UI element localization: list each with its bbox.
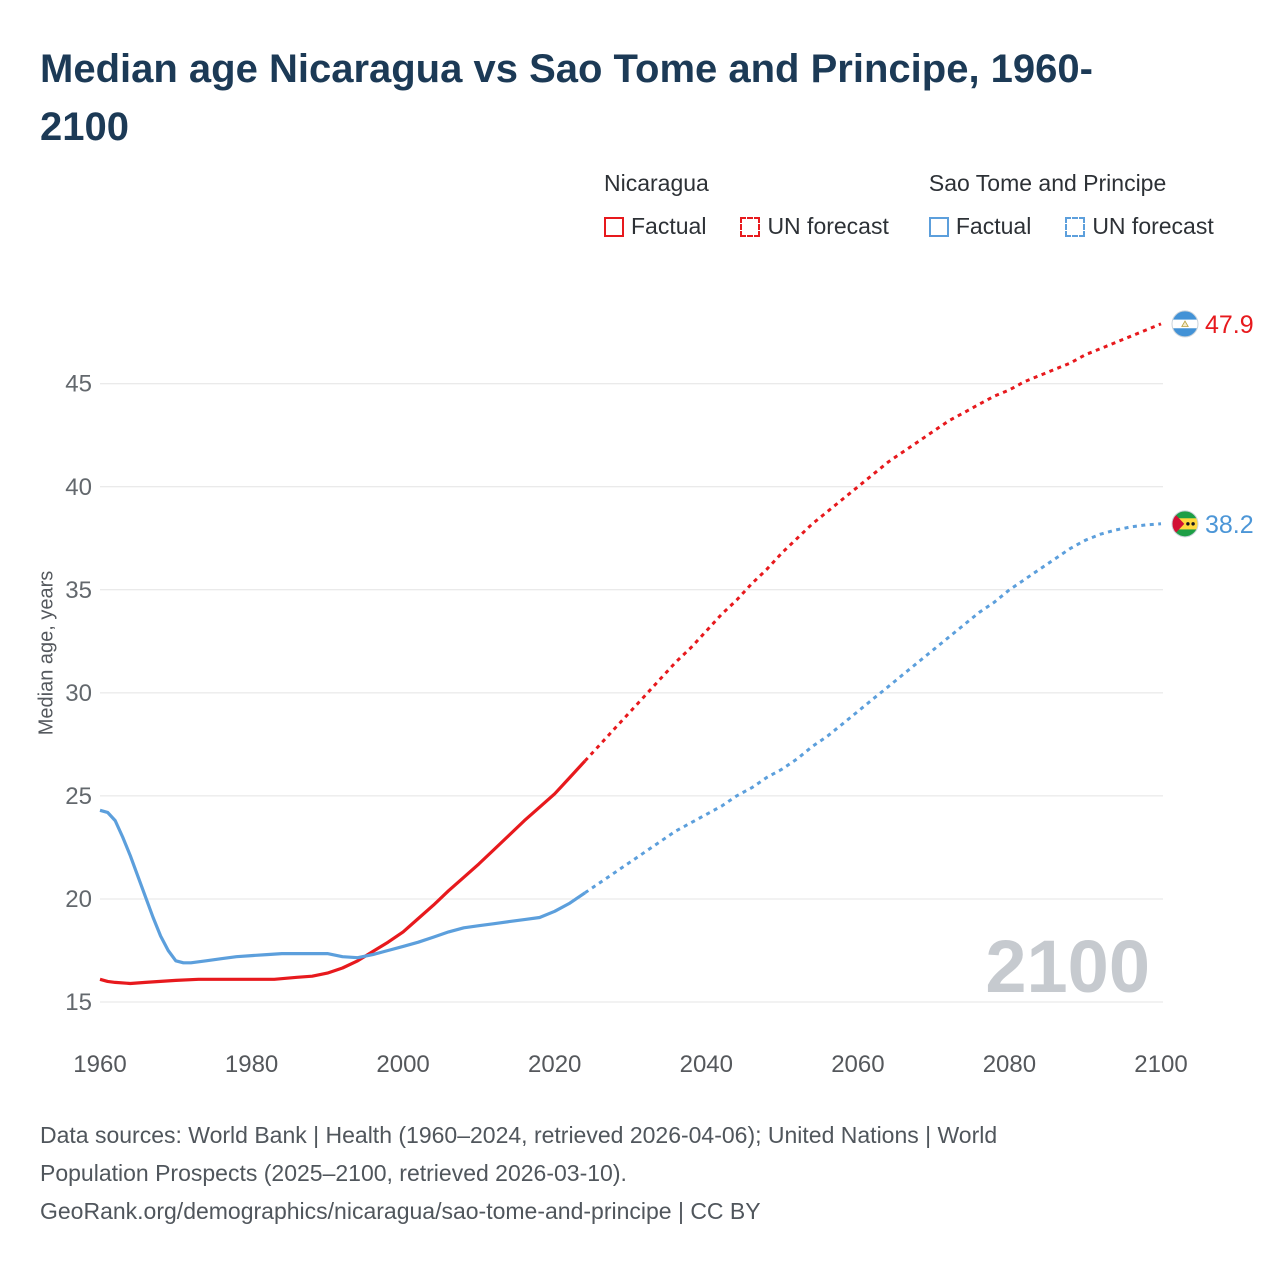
chart-svg: 2100 15 20 25 30 35 40 45 1960 1980 2000 2020 2040 20… — [65, 310, 1254, 1078]
y-tick-label: 35 — [65, 577, 92, 604]
x-tick-label: 2040 — [680, 1051, 733, 1078]
legend-item-label: UN forecast — [1092, 213, 1214, 239]
legend-item-nicaragua-factual: Factual — [604, 213, 706, 240]
x-tick-label: 1980 — [225, 1051, 278, 1078]
sao-tome-and-principe-flag-icon — [1172, 510, 1198, 537]
y-tick-label: 40 — [65, 474, 92, 501]
chart-watermark: 2100 — [985, 925, 1150, 1008]
y-tick-label: 15 — [65, 989, 92, 1016]
x-tick-label: 2060 — [831, 1051, 884, 1078]
legend-item-label: UN forecast — [767, 213, 889, 239]
x-tick-label: 2020 — [528, 1051, 581, 1078]
y-tick-label: 45 — [65, 371, 92, 398]
page-title: Median age Nicaragua vs Sao Tome and Pri… — [40, 40, 1240, 156]
saotome-factual-swatch-icon — [928, 216, 949, 237]
legend-item-saotome-forecast: UN forecast — [1065, 213, 1214, 240]
y-tick-label: 20 — [65, 886, 92, 913]
page-title-line-1: Median age Nicaragua vs Sao Tome and Pri… — [40, 47, 1093, 91]
series-saotome-factual — [99, 808, 586, 965]
series-nicaragua-factual — [99, 759, 587, 986]
x-tick-label: 1960 — [73, 1051, 126, 1078]
legend-group-title-nicaragua: Nicaragua — [604, 170, 709, 196]
footer-line: GeoRank.org/demographics/nicaragua/sao-t… — [40, 1198, 761, 1224]
y-tick-label: 25 — [65, 783, 92, 810]
x-tick-label: 2080 — [983, 1051, 1036, 1078]
nicaragua-flag-icon — [1172, 310, 1198, 337]
end-value-label: 47.9 — [1205, 311, 1254, 339]
legend-group-nicaragua: Nicaragua Factual UN forecast — [604, 170, 889, 240]
legend-group-title-saotome: Sao Tome and Principe — [928, 170, 1167, 196]
legend-group-saotome: Sao Tome and Principe Factual UN forecas… — [928, 170, 1214, 240]
legend-item-label: Factual — [631, 213, 707, 239]
legend-item-label: Factual — [955, 213, 1032, 239]
flag-ring — [1171, 310, 1199, 338]
end-value-label: 38.2 — [1205, 511, 1254, 539]
flag-ring — [1171, 510, 1199, 538]
legend-item-nicaragua-forecast: UN forecast — [740, 213, 889, 240]
legend-item-saotome-factual: Factual — [928, 213, 1032, 240]
footer-line: Data sources: World Bank | Health (1960–… — [40, 1122, 998, 1148]
page-title-line-2: 2100 — [40, 105, 129, 149]
nicaragua-forecast-swatch-icon — [740, 216, 761, 237]
series-saotome-forecast — [584, 522, 1162, 895]
series-nicaragua-forecast — [583, 322, 1162, 762]
legend: Nicaragua Factual UN forecast Sao Tome a… — [604, 170, 1214, 240]
x-tick-label: 2100 — [1134, 1051, 1187, 1078]
footer: Data sources: World Bank | Health (1960–… — [40, 1116, 1240, 1230]
y-tick-label: 30 — [65, 680, 92, 707]
x-tick-label: 2000 — [376, 1051, 429, 1078]
footer-line: Population Prospects (2025–2100, retriev… — [40, 1160, 627, 1186]
saotome-forecast-swatch-icon — [1065, 216, 1086, 237]
nicaragua-factual-swatch-icon — [604, 216, 624, 237]
